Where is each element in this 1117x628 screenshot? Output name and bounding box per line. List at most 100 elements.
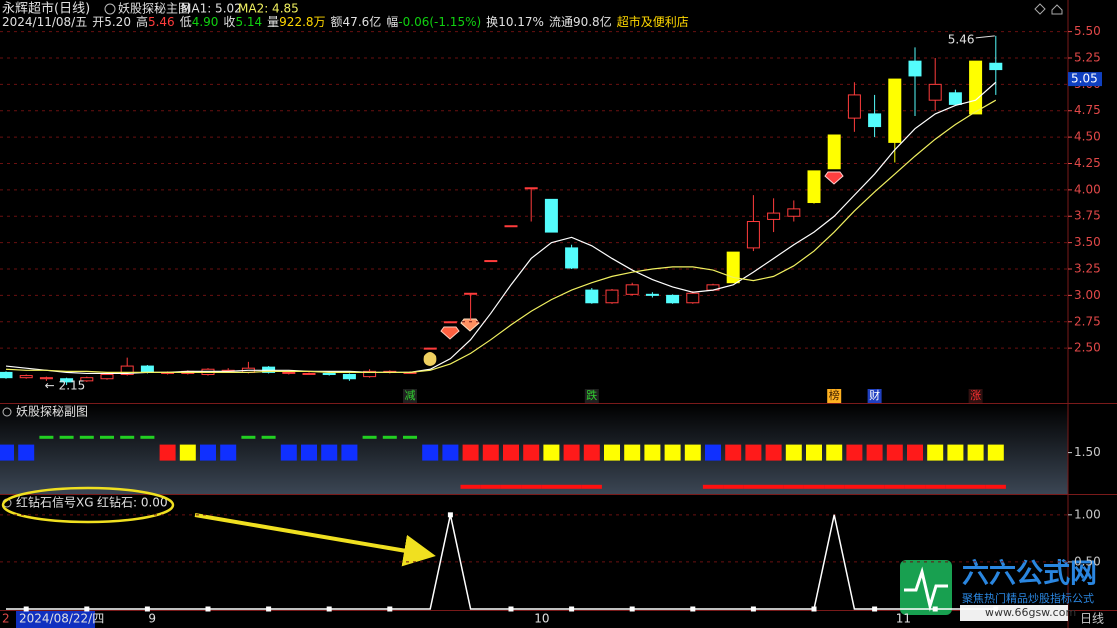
- panel-icon[interactable]: [2, 407, 12, 417]
- signal-dot: [629, 606, 635, 612]
- y-tick-label: 5.25: [1074, 50, 1101, 64]
- logo: 六六公式网 聚焦热门精品炒股指标公式 www.66gsw.com: [900, 559, 1097, 621]
- signal-dash: [79, 435, 94, 439]
- candle-body: [989, 62, 1003, 71]
- ma1-label: MA1: 5.02: [181, 2, 242, 16]
- signal-block: [179, 444, 196, 461]
- signal-block: [321, 444, 338, 461]
- annotation: 跌: [586, 388, 597, 402]
- candle-body: [504, 225, 518, 228]
- ma-line: [5, 81, 997, 375]
- high-leader: [975, 35, 995, 39]
- candle-body: [524, 187, 538, 190]
- signal-block: [583, 444, 600, 461]
- signal-block: [220, 444, 237, 461]
- quote-value: 10.17%: [498, 15, 544, 29]
- toolbar-icon[interactable]: [1051, 4, 1063, 15]
- signal-block: [159, 444, 176, 461]
- signal-block: [745, 444, 762, 461]
- signal-block: [907, 444, 923, 461]
- quote-label: 收: [223, 15, 235, 29]
- quote-label: 幅: [386, 14, 398, 29]
- date-highlight: [16, 611, 95, 628]
- candle-body: [282, 371, 296, 374]
- candle-body: [342, 374, 356, 380]
- signal-band: [783, 484, 804, 489]
- signal-block: [947, 444, 964, 461]
- signal-dot: [266, 606, 272, 612]
- signal-block: [765, 444, 782, 461]
- signal-block: [462, 444, 479, 461]
- candle-body: [969, 60, 983, 115]
- price-tag: 5.05: [1071, 72, 1098, 86]
- signal-dot: [811, 606, 817, 612]
- candle-body: [746, 221, 760, 249]
- low-arrow: ←: [45, 379, 55, 393]
- signal-block: [280, 444, 297, 461]
- signal-band: [803, 484, 825, 489]
- indicator-icon[interactable]: [104, 3, 116, 15]
- logo-wave: [904, 566, 948, 612]
- signal-dot: [447, 512, 453, 518]
- signal-block: [624, 444, 641, 461]
- candle-body: [787, 208, 801, 217]
- quote-value: 5.20: [104, 15, 131, 29]
- candle-body: [585, 289, 599, 304]
- quote-label: 换: [486, 15, 498, 29]
- signal-block: [422, 444, 439, 461]
- y-tick-label: 4.25: [1074, 156, 1101, 170]
- signal-band: [460, 484, 481, 489]
- signal-dot: [84, 606, 90, 612]
- candle-body: [363, 370, 377, 378]
- signal-band: [864, 484, 885, 489]
- signal-band: [723, 484, 744, 489]
- signal-block: [806, 444, 822, 461]
- signal-block: [604, 444, 620, 461]
- quote-line: 2024/11/08/五 开5.20 高5.46 低4.90 收5.14 量922.8万额…: [2, 14, 689, 29]
- candle-body: [140, 365, 154, 373]
- x-axis-label: 2: [2, 612, 10, 626]
- signal-dot: [387, 606, 393, 612]
- candle-body: [423, 347, 437, 350]
- toolbar-icon[interactable]: [1034, 3, 1046, 15]
- candle-body: [302, 372, 316, 375]
- y-tick-label: 5.50: [1074, 24, 1101, 38]
- annotation-bg: [403, 389, 417, 403]
- signal-block: [200, 444, 216, 461]
- candle-body: [39, 377, 53, 380]
- signal-line: [6, 514, 996, 610]
- y-tick-label: 4.50: [1074, 130, 1101, 144]
- candle-body: [100, 374, 114, 380]
- candle-body: [928, 83, 942, 101]
- signal-block: [725, 444, 742, 461]
- quote-date: 2024/11/08/五: [2, 15, 87, 29]
- x-axis-label: 10: [534, 612, 549, 626]
- signal-block: [846, 444, 863, 461]
- signal-block: [886, 444, 903, 461]
- quote-label: 额: [331, 15, 343, 29]
- ma-line: [5, 99, 997, 374]
- signal-block: [785, 444, 802, 461]
- candle-body: [888, 78, 902, 143]
- candle-body: [605, 289, 619, 304]
- signal-dash: [140, 435, 155, 439]
- signal-dot: [569, 606, 575, 612]
- high-label: 5.46: [948, 32, 975, 46]
- y-tick-label: 2.75: [1074, 314, 1101, 328]
- signal-band: [521, 484, 542, 489]
- signal-block: [301, 444, 317, 461]
- signal-band: [541, 484, 562, 489]
- signal-dot: [205, 606, 211, 612]
- signal-block: [967, 444, 984, 461]
- candle-body: [544, 198, 558, 233]
- signal-band: [581, 484, 602, 489]
- signal-band: [763, 484, 784, 489]
- quote-label: 量: [267, 15, 279, 29]
- x-axis-label: 9: [148, 612, 156, 626]
- signal-block: [0, 444, 14, 461]
- candle-body: [666, 294, 680, 304]
- signal-dash: [261, 435, 276, 439]
- y-tick-label: 3.75: [1074, 209, 1101, 223]
- quote-value: -0.06(-1.15%): [398, 15, 481, 29]
- quote-value: 90.8亿: [573, 14, 612, 29]
